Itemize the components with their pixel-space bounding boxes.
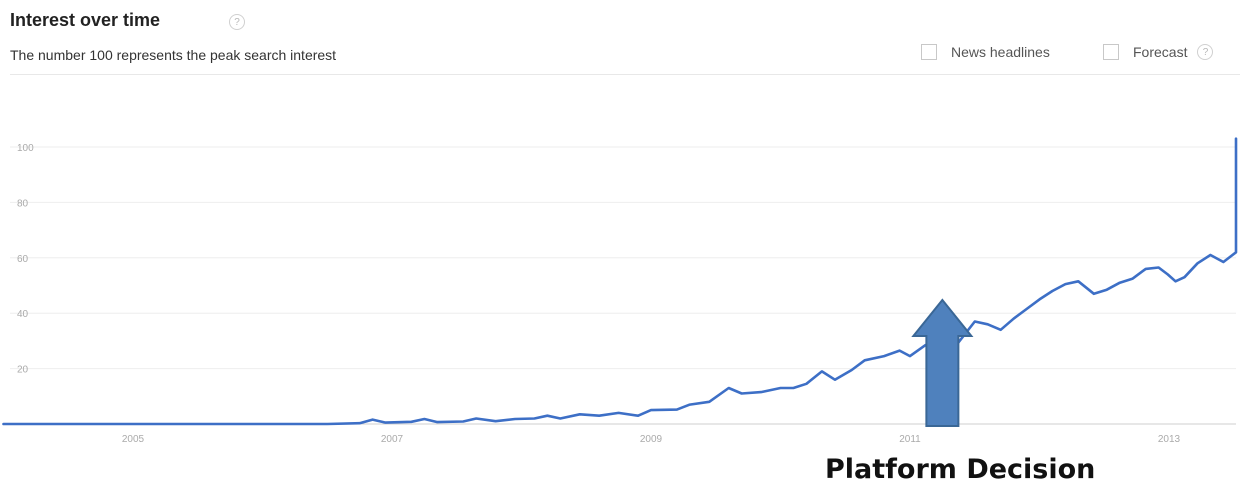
series-line-0 (2, 137, 1238, 426)
news-headlines-checkbox[interactable] (921, 44, 937, 60)
news-headlines-label: News headlines (951, 44, 1050, 60)
y-tick-label: 40 (17, 309, 29, 320)
annotation-arrow (911, 298, 974, 427)
forecast-checkbox[interactable] (1103, 44, 1119, 60)
title-help-icon[interactable]: ? (229, 12, 245, 30)
forecast-option[interactable]: Forecast ? (1103, 44, 1214, 60)
y-tick-label: 80 (17, 198, 29, 209)
news-headlines-option[interactable]: News headlines (921, 44, 1050, 60)
x-tick-label: 2007 (381, 434, 404, 445)
chart-subtitle: The number 100 represents the peak searc… (10, 47, 337, 63)
x-tick-label: 2011 (899, 434, 921, 445)
x-tick-label: 2009 (640, 434, 663, 445)
x-tick-label: 2005 (122, 434, 145, 445)
y-tick-label: 60 (17, 254, 29, 265)
platform-decision-label: Platform Decision (825, 454, 1096, 485)
forecast-label: Forecast (1133, 44, 1188, 60)
chart-title: Interest over time (10, 10, 161, 30)
header-divider (10, 74, 1240, 75)
help-icon: ? (229, 14, 245, 30)
x-tick-label: 2013 (1158, 434, 1181, 445)
forecast-help-icon[interactable]: ? (1197, 44, 1214, 60)
y-tick-label: 20 (17, 365, 29, 376)
y-tick-label: 100 (17, 143, 34, 154)
